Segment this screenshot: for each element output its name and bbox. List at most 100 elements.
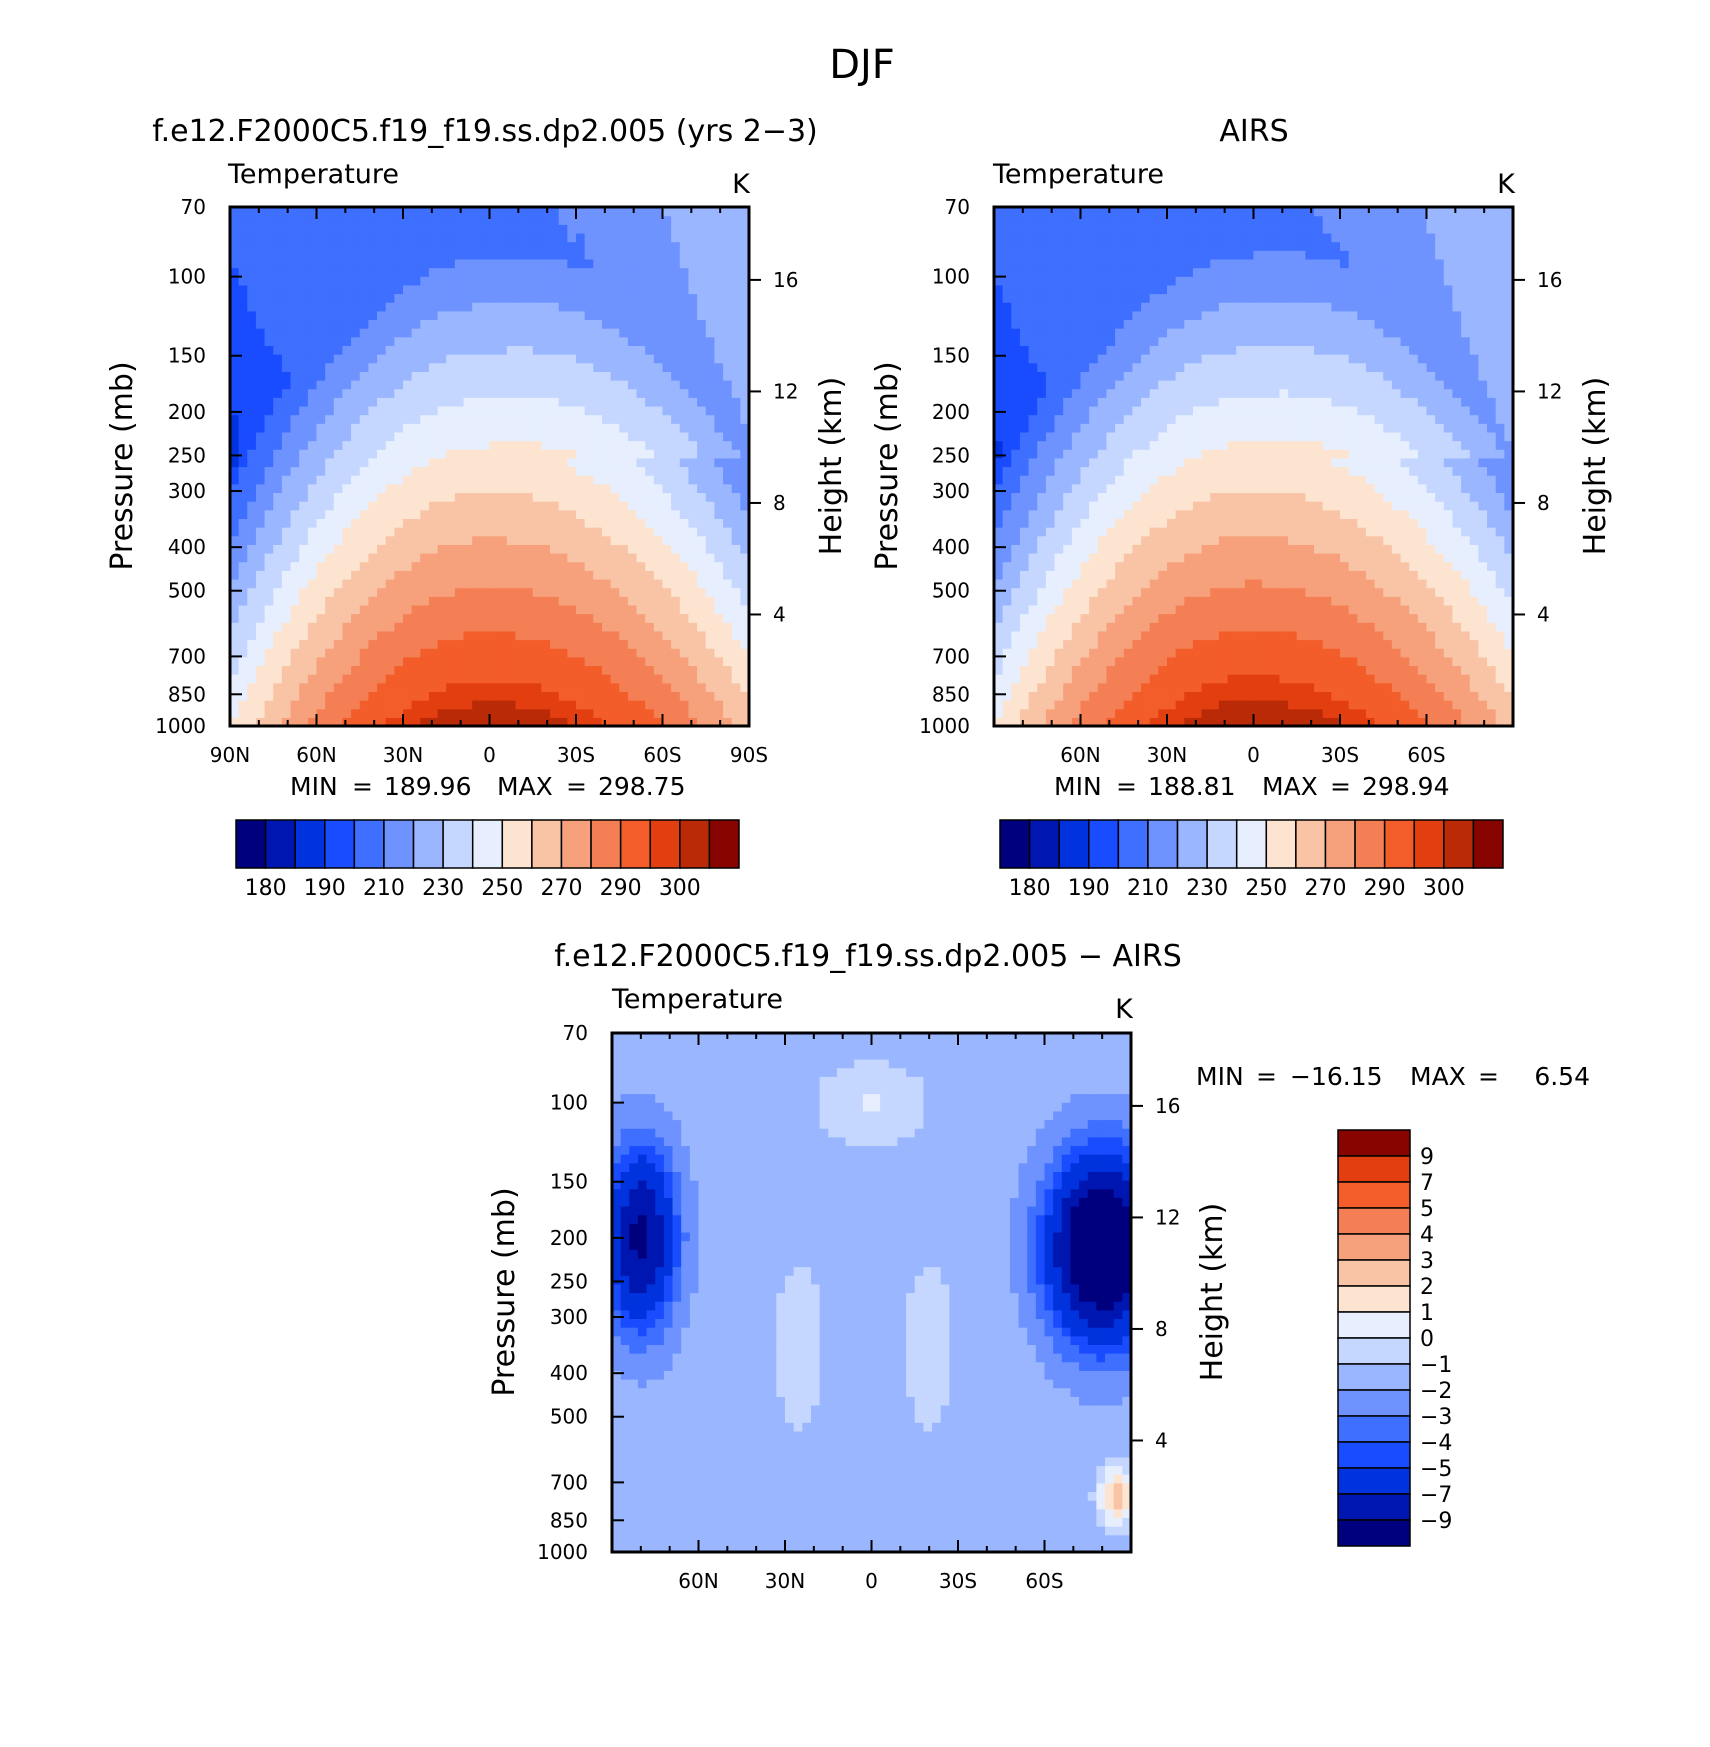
- contour-cell: [1071, 466, 1082, 476]
- contour-cell: [472, 682, 482, 692]
- contour-cell: [714, 717, 724, 727]
- contour-cell: [1063, 509, 1073, 519]
- contour-cell: [359, 527, 369, 537]
- contour-cell: [688, 207, 698, 217]
- contour-cell: [1123, 587, 1133, 597]
- contour-cell: [1089, 501, 1099, 511]
- contour-cell: [1063, 302, 1073, 312]
- contour-cell: [1132, 691, 1142, 701]
- contour-cell: [333, 553, 344, 563]
- contour-cell: [671, 345, 681, 355]
- contour-cell: [1141, 578, 1151, 589]
- contour-cell: [454, 397, 465, 407]
- contour-cell: [333, 483, 344, 494]
- contour-cell: [1089, 336, 1099, 346]
- contour-cell: [1141, 553, 1151, 563]
- contour-cell: [619, 250, 629, 260]
- contour-cell: [1167, 596, 1177, 606]
- contour-cell: [1045, 414, 1056, 424]
- contour-cell: [714, 414, 724, 424]
- contour-cell: [480, 232, 491, 243]
- contour-cell: [489, 241, 499, 251]
- contour-cell: [1158, 691, 1168, 701]
- contour-cell: [584, 293, 594, 303]
- contour-cell: [636, 700, 646, 710]
- contour-cell: [247, 717, 257, 727]
- contour-cell: [480, 717, 491, 727]
- contour-cell: [584, 613, 594, 623]
- contour-cell: [281, 328, 292, 338]
- contour-cell: [1149, 527, 1159, 537]
- contour-cell: [532, 613, 542, 623]
- contour-cell: [1019, 596, 1030, 606]
- contour-cell: [255, 553, 266, 563]
- contour-cell: [576, 509, 586, 519]
- contour-cell: [1167, 492, 1177, 502]
- contour-cell: [325, 535, 335, 545]
- contour-cell: [1063, 431, 1073, 442]
- contour-cell: [619, 345, 629, 355]
- contour-cell: [264, 578, 274, 589]
- contour-cell: [1149, 302, 1159, 312]
- contour-cell: [463, 604, 473, 615]
- contour-cell: [1167, 224, 1177, 234]
- contour-cell: [498, 405, 508, 416]
- contour-cell: [1132, 570, 1142, 580]
- contour-cell: [437, 284, 447, 295]
- contour-cell: [238, 717, 248, 727]
- contour-cell: [532, 440, 542, 450]
- contour-cell: [489, 293, 499, 303]
- contour-cell: [368, 336, 378, 346]
- contour-cell: [1115, 561, 1125, 571]
- contour-cell: [662, 336, 672, 346]
- contour-cell: [567, 561, 577, 571]
- contour-cell: [1037, 553, 1047, 563]
- contour-cell: [1045, 587, 1056, 597]
- contour-cell: [342, 691, 352, 701]
- contour-cell: [645, 648, 655, 658]
- contour-cell: [420, 207, 430, 217]
- contour-cell: [403, 535, 413, 545]
- contour-cell: [1028, 475, 1038, 485]
- contour-cell: [679, 492, 690, 502]
- contour-cell: [394, 319, 404, 329]
- contour-cell: [428, 648, 439, 658]
- contour-cell: [411, 466, 421, 476]
- contour-cell: [273, 414, 283, 424]
- contour-cell: [1141, 587, 1151, 597]
- contour-cell: [524, 604, 534, 615]
- contour-cell: [264, 388, 274, 398]
- contour-cell: [1028, 267, 1038, 277]
- contour-cell: [1080, 622, 1090, 632]
- contour-cell: [506, 388, 517, 398]
- contour-cell: [264, 258, 274, 269]
- contour-cell: [316, 492, 326, 502]
- contour-cell: [411, 622, 421, 632]
- contour-cell: [1115, 457, 1125, 468]
- contour-cell: [653, 267, 664, 277]
- contour-cell: [671, 674, 681, 684]
- contour-cell: [506, 578, 517, 589]
- contour-cell: [740, 691, 750, 701]
- contour-cell: [627, 405, 638, 416]
- contour-cell: [619, 267, 629, 277]
- contour-cell: [550, 431, 560, 442]
- contour-cell: [627, 388, 638, 398]
- contour-cell: [576, 475, 586, 485]
- contour-cell: [558, 535, 568, 545]
- contour-cell: [532, 622, 542, 632]
- contour-cell: [558, 362, 568, 372]
- contour-cell: [1054, 501, 1064, 511]
- contour-cell: [593, 553, 603, 563]
- contour-cell: [273, 267, 283, 277]
- contour-cell: [359, 492, 369, 502]
- contour-cell: [230, 553, 240, 563]
- contour-cell: [558, 388, 568, 398]
- contour-cell: [342, 302, 352, 312]
- contour-cell: [255, 284, 266, 295]
- contour-cell: [1037, 648, 1047, 658]
- contour-cell: [584, 553, 594, 563]
- contour-cell: [1097, 708, 1108, 718]
- contour-cell: [1123, 691, 1133, 701]
- contour-cell: [238, 639, 248, 649]
